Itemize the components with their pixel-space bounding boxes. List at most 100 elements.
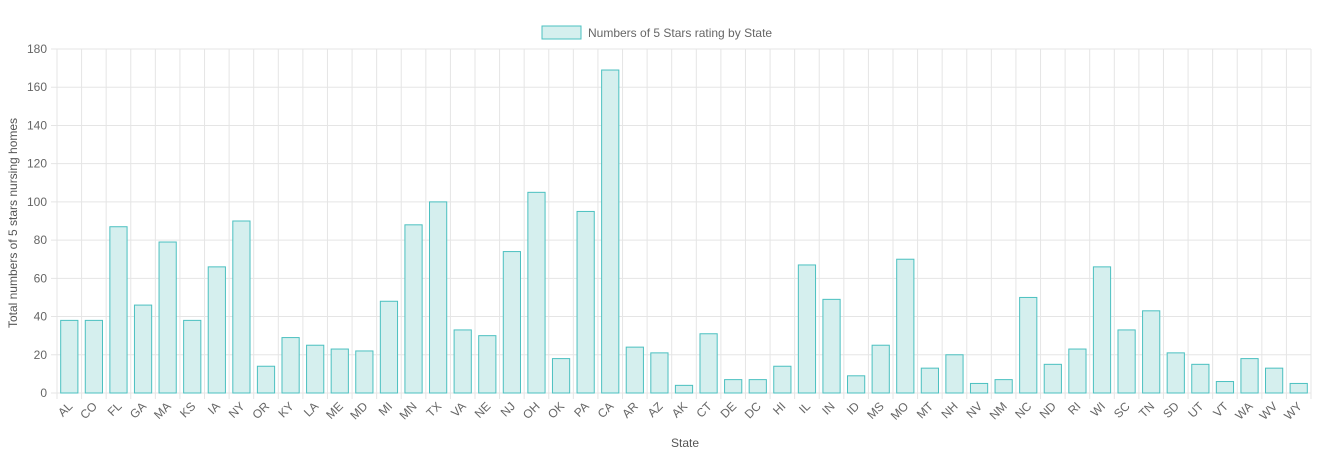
x-tick-label: ID bbox=[844, 399, 863, 418]
x-tick-label: WY bbox=[1281, 399, 1305, 423]
bar-tn[interactable] bbox=[1142, 310, 1161, 394]
x-axis-title: State bbox=[671, 436, 699, 450]
x-tick-label: UT bbox=[1185, 399, 1207, 421]
y-tick-label: 0 bbox=[40, 386, 47, 400]
x-tick-label: NH bbox=[938, 399, 960, 421]
x-tick-label: LA bbox=[301, 399, 321, 419]
x-tick-label: NE bbox=[472, 399, 494, 421]
x-tick-label: NV bbox=[963, 399, 985, 421]
bar-mn[interactable] bbox=[404, 224, 423, 394]
x-tick-label: VA bbox=[448, 399, 469, 420]
bar-wv[interactable] bbox=[1265, 367, 1284, 394]
bar-ca[interactable] bbox=[601, 69, 620, 394]
x-tick-label: MS bbox=[864, 399, 887, 422]
bar-dc[interactable] bbox=[748, 379, 767, 394]
bar-va[interactable] bbox=[453, 329, 472, 394]
x-tick-label: MO bbox=[888, 399, 912, 423]
x-tick-label: IL bbox=[796, 399, 813, 416]
bar-nd[interactable] bbox=[1043, 363, 1062, 394]
bar-or[interactable] bbox=[256, 365, 276, 394]
bar-in[interactable] bbox=[822, 298, 841, 394]
bar-nv[interactable] bbox=[969, 382, 989, 394]
bar-mi[interactable] bbox=[379, 300, 399, 394]
bar-nm[interactable] bbox=[994, 379, 1013, 394]
bar-ma[interactable] bbox=[158, 241, 177, 394]
x-tick-label: NJ bbox=[498, 399, 518, 419]
x-tick-label: MI bbox=[376, 399, 395, 418]
bar-sc[interactable] bbox=[1117, 329, 1136, 394]
bar-co[interactable] bbox=[84, 319, 103, 394]
y-tick-label: 180 bbox=[27, 42, 47, 56]
x-tick-label: KY bbox=[275, 399, 296, 420]
x-tick-label: NY bbox=[226, 399, 248, 421]
bar-ms[interactable] bbox=[871, 344, 890, 394]
bar-ok[interactable] bbox=[551, 358, 571, 394]
y-tick-label: 80 bbox=[34, 233, 48, 247]
bar-sd[interactable] bbox=[1166, 352, 1185, 394]
x-tick-label: NM bbox=[987, 399, 1010, 422]
y-tick-labels: 0 20 40 60 80 100 120 140 160 180 bbox=[27, 42, 47, 400]
bar-ga[interactable] bbox=[133, 304, 153, 394]
bar-ny[interactable] bbox=[232, 220, 251, 394]
bar-ct[interactable] bbox=[699, 333, 718, 394]
bar-ri[interactable] bbox=[1068, 348, 1087, 394]
bar-ia[interactable] bbox=[207, 266, 226, 394]
bar-il[interactable] bbox=[797, 264, 817, 394]
bar-nh[interactable] bbox=[945, 354, 964, 394]
x-tick-label: CO bbox=[77, 399, 100, 422]
bar-me[interactable] bbox=[330, 348, 349, 394]
x-tick-label: MA bbox=[151, 399, 174, 422]
bar-pa[interactable] bbox=[576, 210, 595, 394]
bar-la[interactable] bbox=[306, 344, 325, 394]
legend-swatch[interactable] bbox=[541, 25, 582, 40]
bar-ut[interactable] bbox=[1191, 363, 1210, 394]
x-tick-label: SD bbox=[1160, 399, 1182, 421]
grid-lines bbox=[51, 48, 1312, 399]
bar-fl[interactable] bbox=[109, 226, 128, 394]
bar-az[interactable] bbox=[650, 352, 669, 394]
y-tick-label: 20 bbox=[34, 348, 48, 362]
legend[interactable]: Numbers of 5 Stars rating by State bbox=[541, 25, 772, 40]
x-tick-label: FL bbox=[105, 399, 125, 419]
bar-ak[interactable] bbox=[674, 384, 694, 394]
bar-al[interactable] bbox=[60, 319, 79, 394]
bar-oh[interactable] bbox=[527, 191, 546, 394]
x-tick-label: NC bbox=[1012, 399, 1034, 421]
y-tick-label: 140 bbox=[27, 118, 47, 132]
bar-ks[interactable] bbox=[183, 319, 202, 394]
bar-hi[interactable] bbox=[773, 365, 792, 394]
bar-id[interactable] bbox=[847, 375, 866, 394]
bar-ky[interactable] bbox=[281, 337, 300, 394]
bar-wy[interactable] bbox=[1289, 382, 1308, 394]
x-tick-label: RI bbox=[1065, 399, 1083, 417]
x-tick-label: SC bbox=[1111, 399, 1133, 421]
bar-wi[interactable] bbox=[1092, 266, 1112, 394]
bar-mt[interactable] bbox=[920, 367, 939, 394]
bar-de[interactable] bbox=[724, 379, 743, 394]
x-tick-label: PA bbox=[571, 399, 592, 420]
x-tick-label: OR bbox=[249, 399, 272, 422]
legend-label[interactable]: Numbers of 5 Stars rating by State bbox=[588, 26, 772, 40]
bar-tx[interactable] bbox=[429, 201, 448, 394]
x-tick-label: ME bbox=[323, 399, 346, 422]
bar-nj[interactable] bbox=[502, 251, 521, 394]
x-tick-label: MN bbox=[397, 399, 420, 422]
x-tick-label: TN bbox=[1136, 399, 1157, 420]
bar-nc[interactable] bbox=[1019, 296, 1038, 394]
x-tick-label: IA bbox=[205, 399, 223, 417]
bar-ar[interactable] bbox=[625, 346, 644, 394]
bar-vt[interactable] bbox=[1215, 381, 1235, 394]
x-tick-label: VT bbox=[1210, 399, 1231, 420]
x-tick-label: AR bbox=[619, 399, 641, 421]
bars bbox=[60, 69, 1308, 394]
y-tick-label: 160 bbox=[27, 80, 47, 94]
x-tick-label: KS bbox=[177, 399, 198, 420]
bar-ne[interactable] bbox=[478, 335, 497, 394]
bar-wa[interactable] bbox=[1240, 358, 1259, 394]
bar-mo[interactable] bbox=[896, 258, 915, 394]
y-tick-label: 40 bbox=[34, 310, 48, 324]
x-tick-label: ND bbox=[1037, 399, 1059, 421]
bar-md[interactable] bbox=[355, 350, 374, 394]
